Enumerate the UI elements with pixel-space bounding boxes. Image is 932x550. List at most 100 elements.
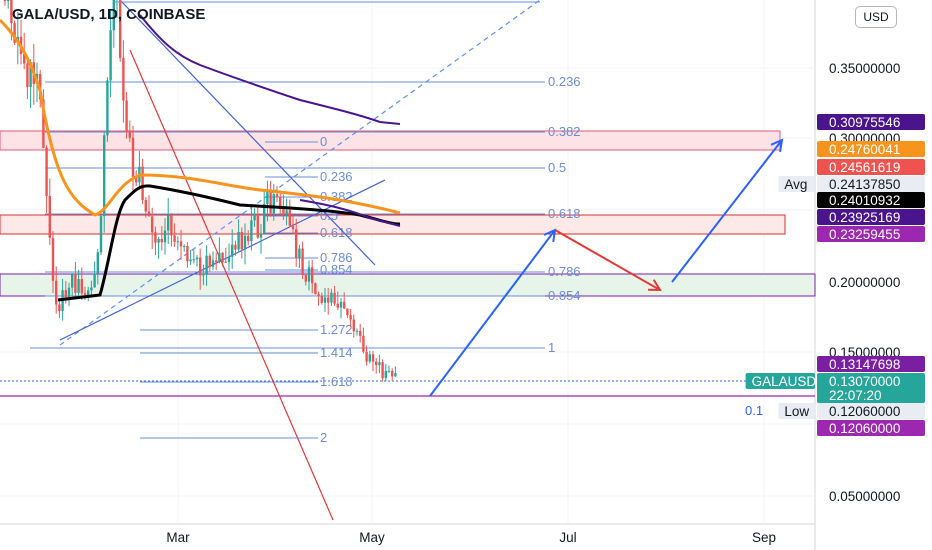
projection-arrow-up [429,229,556,397]
candle-body [119,0,122,58]
price-badge-value: 0.24561619 [829,160,900,175]
fib-inner-label: 1.272 [320,322,353,337]
candle-body [96,252,99,274]
candle-body [333,292,336,304]
projection-arrow-down [554,229,661,291]
fib-right-label: 0.5 [548,160,566,175]
candle-body [269,189,272,214]
fib-inner-label: 0.786 [320,250,353,265]
candle-body [317,294,320,297]
fib-right-label: 0.618 [548,206,581,221]
price-badge-value: 0.12060000 [829,404,900,419]
candle-body [99,216,103,253]
candle-body [3,0,7,2]
candle-body [250,220,253,242]
price-badge [817,176,925,192]
candle-body [346,308,349,316]
candle-body [221,252,224,262]
price-badge [817,373,925,403]
price-badge-countdown: 22:07:20 [829,388,882,403]
price-badge [817,403,925,419]
candle-body [23,54,26,64]
fib-right-label: 0.854 [548,288,581,303]
candle-body [272,194,275,214]
projection-arrow-down-head [647,279,662,292]
candle-body [80,279,83,294]
candle-body [320,296,323,303]
candle-body [311,267,314,284]
candle-body [189,259,192,262]
candle-body [365,351,368,362]
candle-body [195,257,199,260]
candle-body [26,63,29,88]
candle-body [13,23,16,43]
candle-body [381,362,384,379]
fib-inner-label: 0.618 [320,225,353,240]
candle-body [205,255,208,274]
cut-label: 0.1 [745,403,763,418]
candle-body [330,292,333,303]
candle-body [67,287,71,300]
candle-body [291,225,295,230]
candle-body [103,135,106,217]
candle-body [74,273,77,293]
candle-body [128,130,131,138]
price-badge [817,226,925,242]
price-badge-value: 0.24010932 [829,193,900,208]
price-tag-label: GALAUSD [752,374,817,389]
price-badge-value: 0.23925169 [829,210,900,225]
candle-body [336,303,339,308]
candle-body [170,215,173,236]
candle-body [275,194,279,198]
candle-body [64,290,67,300]
price-badge-value: 0.23259455 [829,227,900,242]
candle-body [135,176,138,183]
candle-body [48,195,51,238]
candle-body [307,267,311,282]
ma-orange [0,18,401,217]
trend-line-blue [119,0,376,266]
chart-title: GALA/USD, 1D, COINBASE [12,6,206,23]
candle-body [343,301,346,309]
candle-body [151,216,154,233]
candle-body [266,189,269,204]
candle-body [301,248,304,275]
candle-body [362,335,365,352]
price-badge-value: 0.24137850 [829,177,900,192]
candle-body [10,0,13,24]
candle-body [208,255,211,267]
fib-inner-label: 0.236 [320,169,353,184]
currency-button[interactable]: USD [855,6,897,28]
candle-body [237,231,240,250]
price-badge [817,141,925,157]
fib-inner-label: 2 [320,430,327,445]
ma-purple-short [299,199,401,227]
candle-body [282,209,285,215]
candle-body [256,213,259,238]
fib-inner-label: 1.618 [320,374,353,389]
price-badge [817,420,925,436]
trend-line-red [129,49,334,521]
projection-arrows [429,138,784,397]
candle-body [90,287,93,291]
candle-body [243,235,247,250]
fib-right-label: 0.236 [548,74,581,89]
candle-body [215,260,218,263]
time-tick-label: Jul [559,530,576,545]
fib-inner-label: 1.414 [320,345,353,360]
candle-body [122,57,125,101]
price-badge-value: 0.13147698 [829,357,900,372]
candle-body [83,293,87,296]
candle-body [192,259,195,261]
price-badge [817,209,925,225]
candle-body [45,147,48,196]
fib-right-label: 1 [548,340,555,355]
candle-body [7,0,10,2]
fib-inner-label: 0 [320,134,327,149]
support-zone-green [0,273,816,297]
fib-inner-label: 0.854 [320,262,353,277]
candle-body [131,137,135,177]
candle-body [384,370,387,379]
price-badge-value: 0.12060000 [829,421,900,436]
